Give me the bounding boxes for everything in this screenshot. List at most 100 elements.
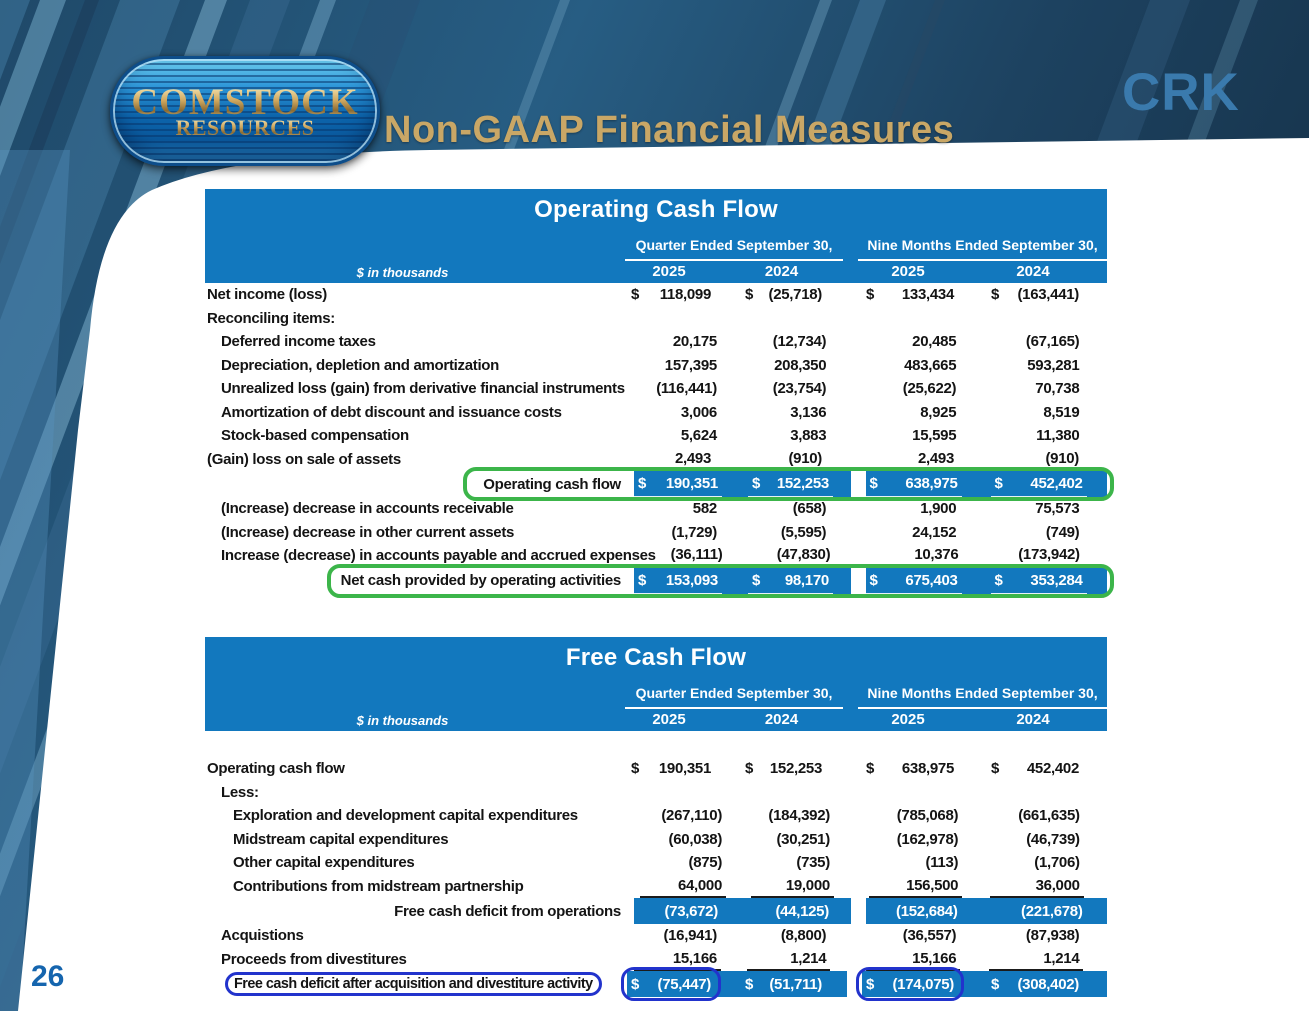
value-cell: (735) <box>796 854 830 872</box>
value-cell: 208,350 <box>774 356 827 374</box>
table-row: Amortization of debt discount and issuan… <box>205 401 1107 425</box>
row-label: (Gain) loss on sale of assets <box>207 450 401 468</box>
free-cash-flow-table: Free Cash Flow Quarter Ended September 3… <box>205 637 1108 1001</box>
value-cell: (267,110) <box>661 807 723 825</box>
value-cell: (44,125) <box>775 902 829 920</box>
table-row: Unrealized loss (gain) from derivative f… <box>205 377 1107 401</box>
logo-text-comstock: COMSTOCK <box>131 81 359 123</box>
logo-text-resources: RESOURCES <box>175 114 315 140</box>
row-label: (Increase) decrease in other current ass… <box>221 523 515 541</box>
value-cell: $ (174,075) <box>856 967 964 1001</box>
value-cell: (73,672) <box>664 902 718 920</box>
value-cell: 64,000 <box>640 875 727 898</box>
highlight-band: $ (174,075) $ (308,402) <box>856 967 1107 1001</box>
value-cell: 3,883 <box>790 427 827 445</box>
value-cell: $638,975 <box>866 760 954 778</box>
value-cell: (5,595) <box>780 523 827 541</box>
table-header: Free Cash Flow Quarter Ended September 3… <box>205 637 1107 731</box>
table-row: Midstream capital expenditures (60,038) (3… <box>205 828 1107 852</box>
row-label: Depreciation, depletion and amortization <box>221 356 500 374</box>
value-cell: 75,573 <box>1035 500 1080 518</box>
value-cell <box>627 307 715 331</box>
value-cell: (67,165) <box>1025 333 1080 351</box>
value-cell: (8,800) <box>780 927 827 945</box>
operating-cash-flow-table: Operating Cash Flow Quarter Ended Septem… <box>205 189 1114 598</box>
value-cell: $118,099 <box>631 286 711 304</box>
value-cell: 2,493 <box>627 448 715 471</box>
value-cell: (221,678) <box>1021 902 1083 920</box>
total-row: Operating cash flow $190,351 $152,253 $638,… <box>205 467 1114 501</box>
highlight-band: $153,093 $98,170 <box>633 567 851 594</box>
row-label: Free cash deficit after acquisition and … <box>205 972 627 996</box>
value-cell <box>862 307 958 331</box>
row-label: Acquistions <box>221 927 304 945</box>
year-header-row: 2025 2024 2025 2024 <box>625 263 1081 280</box>
table-row: Less: <box>205 781 1107 805</box>
row-label: Deferred income taxes <box>221 333 376 351</box>
value-cell: $ (51,711) <box>745 975 822 993</box>
value-cell: (12,734) <box>772 333 827 351</box>
units-note: $ in thousands <box>356 265 449 280</box>
year-header-row: 2025 2024 2025 2024 <box>625 711 1081 728</box>
row-label: Net cash provided by operating activitie… <box>340 572 622 589</box>
table-row: Stock-based compensation 5,624 3,883 15,595… <box>205 424 1107 448</box>
row-label: Other capital expenditures <box>233 854 415 872</box>
row-label: Less: <box>221 783 259 801</box>
value-cell: 2,493 <box>862 448 958 471</box>
row-label: Stock-based compensation <box>221 427 409 445</box>
page-title: Non-GAAP Financial Measures <box>384 109 955 152</box>
value-cell: 8,519 <box>1043 403 1080 421</box>
value-cell <box>866 781 961 805</box>
value-cell: $638,975 <box>865 471 962 497</box>
highlight-band: $638,975 $452,402 <box>865 471 1108 497</box>
table-row: Contributions from midstream partnership… <box>205 875 1107 898</box>
table-row: Other capital expenditures (875) (735) (113… <box>205 851 1107 875</box>
value-cell: 483,665 <box>904 356 957 374</box>
year-header: 2024 <box>1016 711 1050 728</box>
value-cell: 15,166 <box>634 948 721 971</box>
value-cell <box>634 781 721 805</box>
value-cell: 157,395 <box>664 356 717 374</box>
row-label: (Increase) decrease in accounts receivab… <box>221 500 514 518</box>
year-header: 2025 <box>652 711 686 728</box>
value-cell: (36,557) <box>902 927 957 945</box>
value-cell: (910) <box>987 448 1083 471</box>
row-label: Amortization of debt discount and issuan… <box>221 403 562 421</box>
column-group-nine-months: Nine Months Ended September 30, <box>858 237 1107 261</box>
comstock-resources-logo: COMSTOCK RESOURCES <box>110 56 380 166</box>
year-header: 2025 <box>652 263 686 280</box>
value-cell: $133,434 <box>866 286 954 304</box>
value-cell: (116,441) <box>656 380 717 398</box>
value-cell: 11,380 <box>1036 427 1080 445</box>
value-cell: 156,500 <box>868 875 963 898</box>
value-cell: (785,068) <box>896 807 959 825</box>
value-cell: $152,253 <box>745 760 822 778</box>
table-title: Operating Cash Flow <box>534 196 778 223</box>
value-cell: $ (308,402) <box>991 975 1079 993</box>
table-row: Acquistions (16,941) (8,800) (36,557) (87,93… <box>205 924 1107 948</box>
value-cell: 3,006 <box>680 403 717 421</box>
year-header: 2025 <box>891 263 925 280</box>
table-body: Net income (loss) $118,099 $ (25,718) $133,4… <box>205 283 1114 598</box>
value-cell: $353,284 <box>990 568 1087 594</box>
value-cell: 582 <box>692 500 717 518</box>
table-title: Free Cash Flow <box>565 644 747 671</box>
value-cell: (25,622) <box>902 380 957 398</box>
value-cell: 1,900 <box>920 500 957 518</box>
value-cell: (875) <box>688 854 723 872</box>
page-number: 26 <box>31 960 65 993</box>
table-row: Exploration and development capital expe… <box>205 804 1107 828</box>
value-cell: $ (75,447) <box>621 967 721 1001</box>
total-row: Free cash deficit after acquisition and … <box>205 967 1107 1001</box>
value-cell <box>741 307 826 331</box>
value-cell: 24,152 <box>912 523 957 541</box>
value-cell: 15,595 <box>912 427 957 445</box>
table-row: Proceeds from divestitures 15,166 1,214 15,… <box>205 948 1107 971</box>
row-label: Contributions from midstream partnership <box>233 877 524 895</box>
row-label: Unrealized loss (gain) from derivative f… <box>221 380 625 398</box>
highlight-band: $190,351 $152,253 <box>633 471 851 497</box>
value-cell: 70,738 <box>1035 380 1080 398</box>
value-cell: $ (163,441) <box>991 286 1079 304</box>
crk-brand-logo: CRK <box>1122 63 1240 122</box>
value-cell: (113) <box>925 854 959 872</box>
